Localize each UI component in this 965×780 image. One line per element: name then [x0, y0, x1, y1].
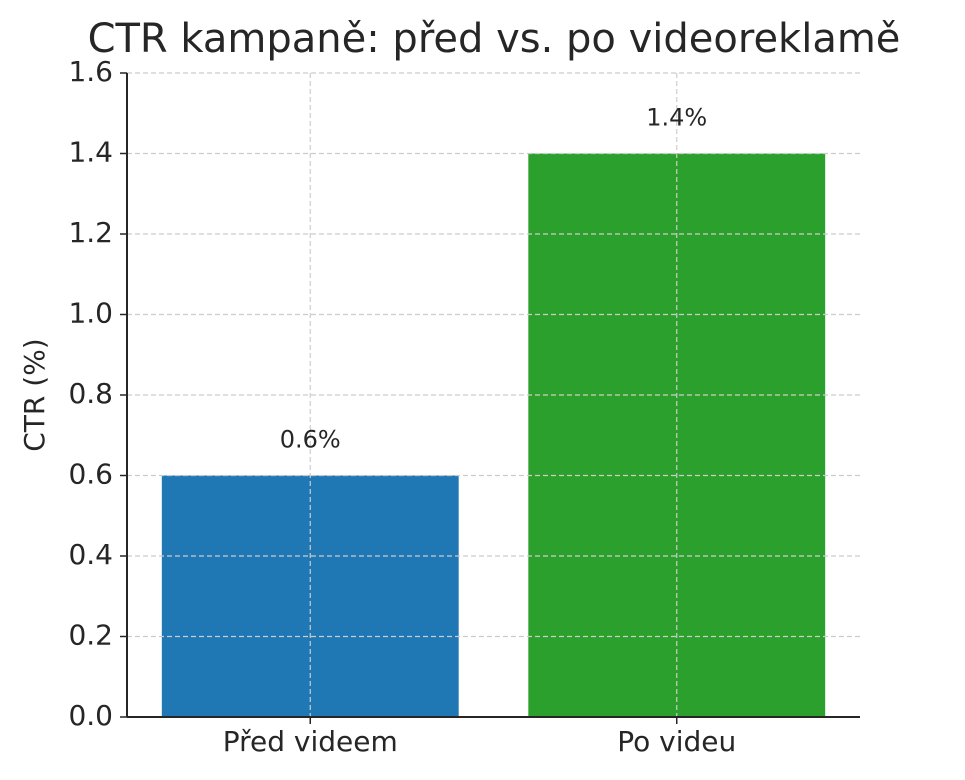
- value-label: 0.6%: [280, 426, 341, 454]
- y-tick-label: 0.4: [68, 538, 113, 571]
- y-tick-label: 1.4: [68, 136, 113, 169]
- x-tick-label: Před videem: [223, 725, 398, 758]
- y-axis-label: CTR (%): [18, 338, 51, 451]
- y-tick-label: 0.0: [68, 699, 113, 732]
- y-tick-label: 1.2: [68, 216, 113, 249]
- y-tick-label: 1.0: [68, 297, 113, 330]
- x-tick-label: Po videu: [617, 725, 736, 758]
- y-tick-label: 1.6: [68, 55, 113, 88]
- y-tick-label: 0.6: [68, 458, 113, 491]
- value-label: 1.4%: [646, 104, 707, 132]
- y-tick-label: 0.2: [68, 619, 113, 652]
- chart-title: CTR kampaně: před vs. po videoreklamě: [88, 16, 901, 62]
- y-tick-label: 0.8: [68, 377, 113, 410]
